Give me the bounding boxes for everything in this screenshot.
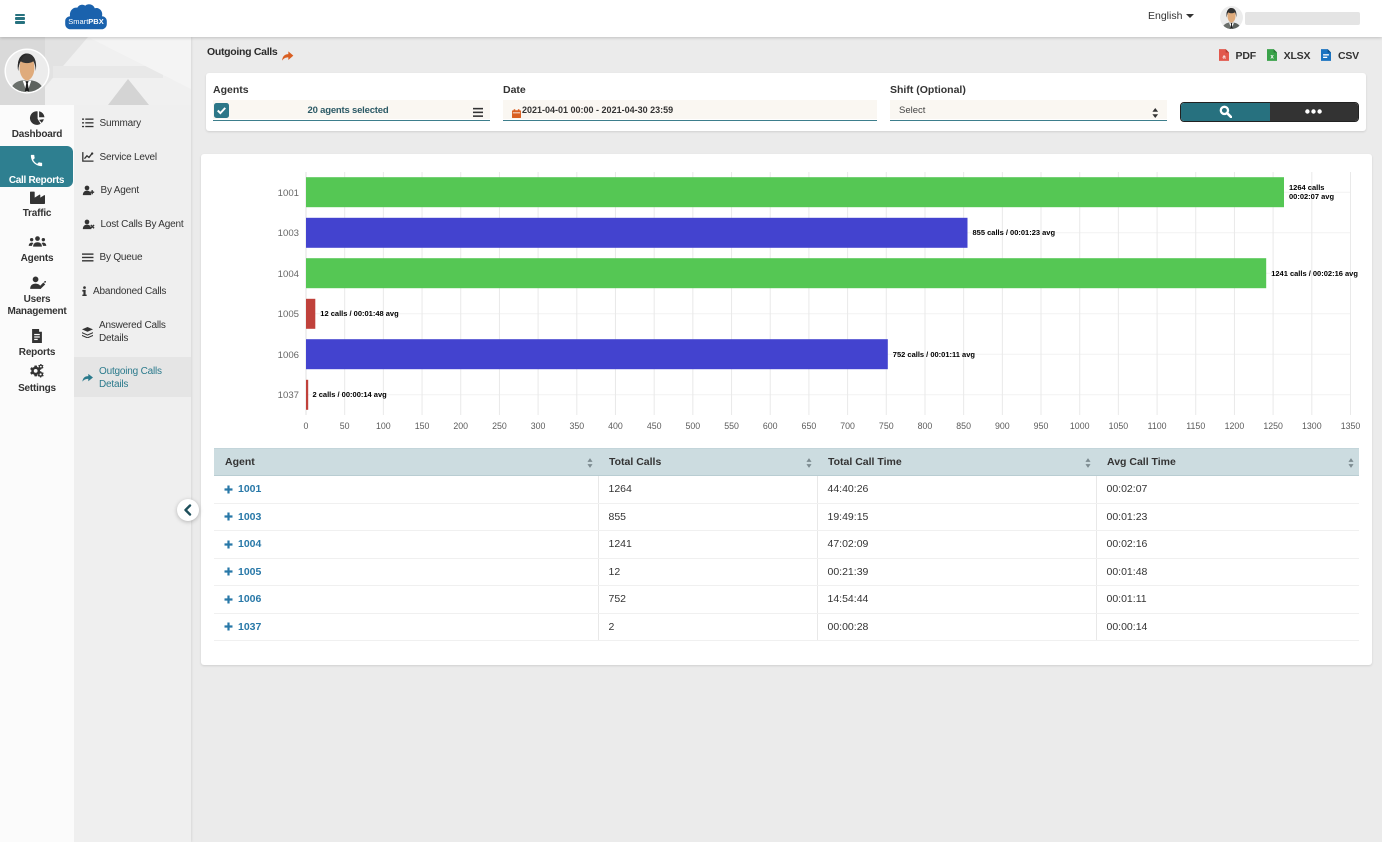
svg-text:1200: 1200: [1225, 421, 1245, 431]
svg-text:0: 0: [304, 421, 309, 431]
svg-text:1000: 1000: [1070, 421, 1090, 431]
svg-text:350: 350: [569, 421, 584, 431]
svg-text:855 calls / 00:01:23 avg: 855 calls / 00:01:23 avg: [973, 228, 1056, 237]
svg-text:800: 800: [918, 421, 933, 431]
svg-text:SmartPBX: SmartPBX: [68, 17, 103, 26]
svg-text:1250: 1250: [1263, 421, 1283, 431]
svg-text:100: 100: [376, 421, 391, 431]
svg-text:850: 850: [956, 421, 971, 431]
svg-text:1001: 1001: [278, 188, 299, 199]
svg-text:450: 450: [647, 421, 662, 431]
svg-text:750: 750: [879, 421, 894, 431]
svg-text:50: 50: [340, 421, 350, 431]
svg-text:1006: 1006: [278, 350, 299, 361]
svg-text:500: 500: [686, 421, 701, 431]
svg-text:x: x: [1270, 54, 1274, 61]
svg-text:12 calls / 00:01:48 avg: 12 calls / 00:01:48 avg: [320, 309, 399, 318]
svg-text:150: 150: [415, 421, 430, 431]
svg-text:1037: 1037: [278, 390, 299, 401]
svg-text:650: 650: [802, 421, 817, 431]
svg-text:300: 300: [531, 421, 546, 431]
svg-text:200: 200: [453, 421, 468, 431]
svg-text:1241 calls / 00:02:16 avg: 1241 calls / 00:02:16 avg: [1271, 269, 1358, 278]
svg-text:250: 250: [492, 421, 507, 431]
svg-text:700: 700: [840, 421, 855, 431]
svg-text:2 calls / 00:00:14 avg: 2 calls / 00:00:14 avg: [313, 390, 388, 399]
svg-text:400: 400: [608, 421, 623, 431]
svg-text:550: 550: [724, 421, 739, 431]
svg-text:752 calls / 00:01:11 avg: 752 calls / 00:01:11 avg: [893, 350, 976, 359]
svg-text:1150: 1150: [1186, 421, 1205, 431]
svg-text:900: 900: [995, 421, 1010, 431]
svg-text:a: a: [1222, 55, 1226, 61]
svg-text:1300: 1300: [1302, 421, 1322, 431]
svg-text:00:02:07 avg: 00:02:07 avg: [1289, 192, 1334, 201]
svg-text:1100: 1100: [1148, 421, 1167, 431]
svg-text:1004: 1004: [278, 269, 300, 280]
svg-text:1005: 1005: [278, 309, 299, 320]
svg-text:1350: 1350: [1341, 421, 1361, 431]
svg-text:1050: 1050: [1109, 421, 1129, 431]
svg-text:1003: 1003: [278, 228, 299, 239]
svg-text:1264 calls: 1264 calls: [1289, 183, 1324, 192]
svg-text:950: 950: [1034, 421, 1049, 431]
svg-text:600: 600: [763, 421, 778, 431]
